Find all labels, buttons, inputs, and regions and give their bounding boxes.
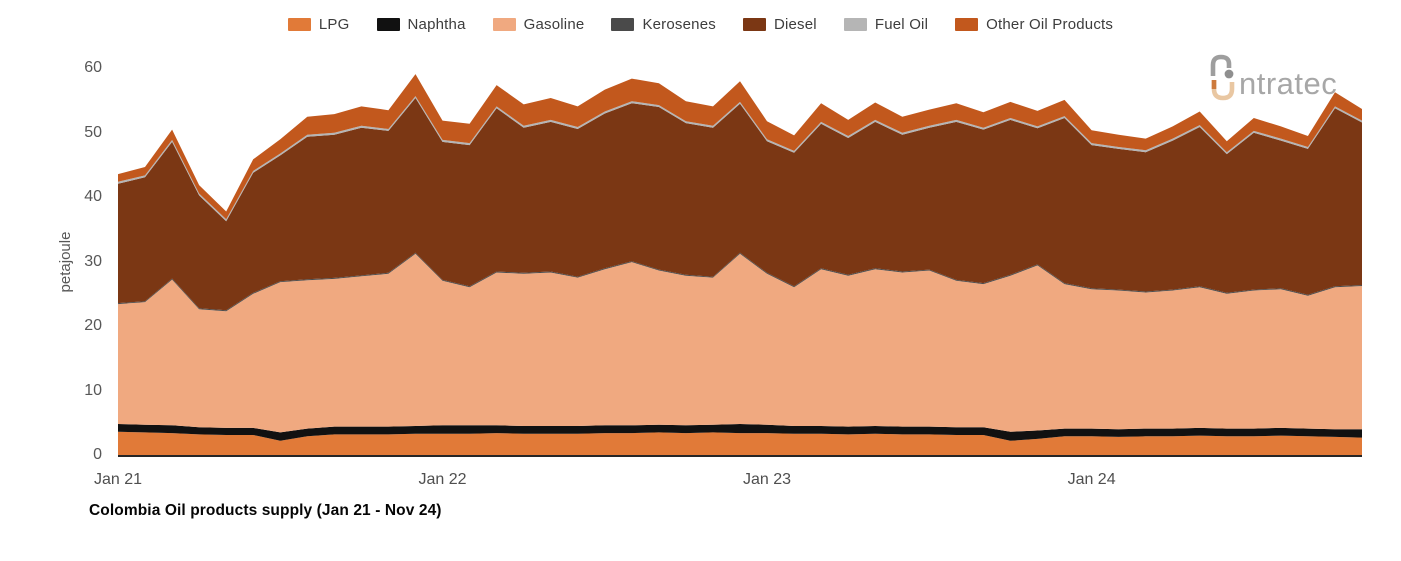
legend-label-kerosenes: Kerosenes	[642, 16, 716, 33]
legend-item-other-oil-products: Other Oil Products	[955, 16, 1113, 33]
x-tick-label-jan-23: Jan 23	[742, 471, 792, 488]
chart-title: Colombia Oil products supply (Jan 21 - N…	[89, 502, 442, 519]
legend-swatch-naphtha	[376, 18, 400, 31]
area-series-gasoline	[118, 253, 1362, 433]
legend-label-other-oil-products: Other Oil Products	[986, 16, 1114, 33]
legend-swatch-other-oil-products	[955, 18, 979, 31]
legend-item-lpg: LPG	[287, 16, 350, 33]
legend-swatch-lpg	[287, 18, 311, 31]
y-tick-label-50: 50	[84, 123, 102, 141]
legend-swatch-diesel	[742, 18, 766, 31]
plot-area	[118, 60, 1362, 460]
legend-label-lpg: LPG	[318, 16, 350, 33]
legend-swatch-kerosenes	[611, 18, 635, 31]
area-series-other-oil-products	[118, 74, 1362, 220]
legend-item-diesel: Diesel	[742, 16, 817, 33]
legend-swatch-fuel-oil	[843, 18, 867, 31]
legend-swatch-gasoline	[492, 18, 516, 31]
intratec-logo-text: ntratec	[1239, 66, 1337, 101]
x-tick-label-jan-22: Jan 22	[418, 471, 467, 488]
legend-item-gasoline: Gasoline	[492, 16, 585, 33]
legend-item-kerosenes: Kerosenes	[611, 16, 716, 33]
legend-label-naphtha: Naphtha	[407, 16, 466, 33]
intratec-logo-i-glyph	[1210, 54, 1235, 101]
y-tick-label-40: 40	[84, 188, 102, 205]
y-tick-label-10: 10	[84, 381, 102, 399]
y-tick-label-20: 20	[84, 317, 102, 334]
legend-item-naphtha: Naphtha	[376, 16, 466, 33]
y-tick-label-0: 0	[93, 446, 102, 463]
intratec-logo: ntratec	[1210, 54, 1337, 101]
area-series-diesel	[118, 98, 1362, 311]
x-tick-label-jan-21: Jan 21	[93, 471, 143, 488]
legend-label-fuel-oil: Fuel Oil	[874, 16, 929, 33]
area-series-lpg	[118, 431, 1362, 455]
y-axis-title: petajoule	[57, 231, 74, 293]
y-tick-label-30: 30	[84, 252, 102, 270]
legend-label-diesel: Diesel	[773, 16, 817, 33]
stacked-area-chart	[118, 74, 1362, 457]
area-series-naphtha	[118, 424, 1362, 441]
x-tick-label-jan-24: Jan 24	[1067, 471, 1116, 488]
chart-legend: LPG Naphtha Gasoline Kerosenes Diesel Fuel Oi…	[0, 16, 1401, 33]
legend-label-gasoline: Gasoline	[523, 16, 585, 33]
legend-item-fuel-oil: Fuel Oil	[843, 16, 929, 33]
y-tick-label-60: 60	[84, 59, 102, 76]
